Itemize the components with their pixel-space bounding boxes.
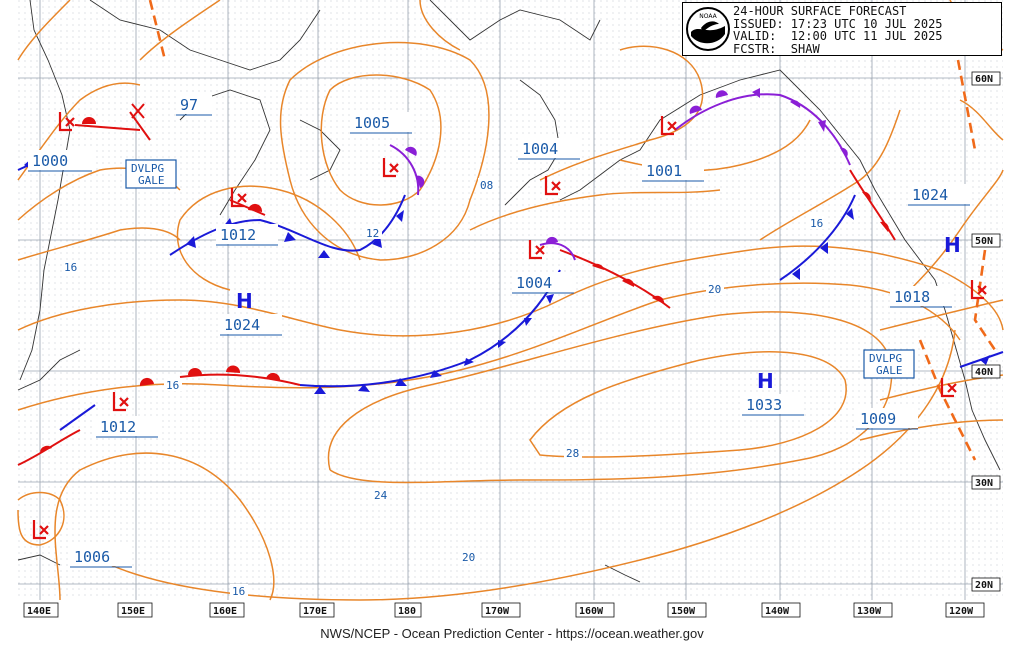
lon-label: 140W	[765, 606, 790, 617]
lat-label: 60N	[975, 74, 993, 85]
high-marker-icon: H	[944, 233, 961, 257]
occluded-fronts	[389, 93, 851, 261]
isobar-label: 08	[480, 179, 493, 192]
coastlines	[17, 0, 1001, 583]
header-issued: ISSUED: 17:23 UTC 10 JUL 2025	[733, 16, 943, 31]
lon-label: 140E	[27, 606, 51, 617]
occluded-front-symbols	[405, 88, 848, 244]
low-markers	[32, 112, 987, 540]
longitude-labels: 140E 150E 160E 170E 180 170W 160W 150W 1…	[23, 602, 985, 618]
svg-text:GALE: GALE	[876, 364, 903, 377]
svg-text:DVLPG: DVLPG	[131, 162, 164, 175]
low-marker-icon	[528, 240, 545, 260]
high-markers: H H H	[236, 233, 961, 393]
low-marker-icon	[230, 188, 247, 208]
pressure-value: 1001	[646, 162, 682, 180]
isobar-label: 16	[166, 379, 179, 392]
isobar-label: 12	[366, 227, 379, 240]
lat-label: 40N	[975, 367, 993, 378]
gale-warning-box: DVLPG GALE	[863, 349, 915, 379]
pressure-value: 1012	[100, 418, 136, 436]
low-marker-icon	[940, 378, 957, 398]
lon-label: 160E	[213, 606, 237, 617]
lon-label: 150E	[121, 606, 145, 617]
isobar-label: 16	[810, 217, 823, 230]
gale-warnings: DVLPG GALE DVLPG GALE	[125, 159, 915, 379]
noaa-logo-icon: NOAA	[686, 7, 730, 51]
low-marker-icon	[112, 392, 129, 412]
low-marker-icon	[660, 116, 677, 136]
pressure-value: 1004	[522, 140, 558, 158]
pressure-value: 1024	[912, 186, 948, 204]
svg-text:DVLPG: DVLPG	[869, 352, 902, 365]
pressure-value: 1024	[224, 316, 260, 334]
header-valid: VALID: 12:00 UTC 11 JUL 2025	[733, 29, 943, 43]
latitude-labels: 60N 50N 40N 30N 20N	[971, 71, 1001, 592]
lat-label: 50N	[975, 236, 993, 247]
lon-label: 170W	[485, 606, 510, 617]
pressure-value: 1005	[354, 114, 390, 132]
low-marker-icon	[32, 520, 49, 540]
isobar-label: 28	[566, 447, 579, 460]
low-marker-icon	[970, 280, 987, 300]
isobar-label: 20	[462, 551, 475, 564]
svg-text:GALE: GALE	[138, 174, 165, 187]
pressure-value: 1012	[220, 226, 256, 244]
isobar-label: 20	[708, 283, 721, 296]
low-marker-icon	[544, 176, 561, 196]
lon-label: 150W	[671, 606, 696, 617]
footer-credit: NWS/NCEP - Ocean Prediction Center - htt…	[320, 626, 704, 641]
isobar-label: 16	[232, 585, 245, 598]
header-forecaster: FCSTR: SHAW	[733, 41, 820, 56]
warm-front-bumps	[40, 117, 889, 452]
high-marker-icon: H	[236, 289, 253, 313]
forecast-header-box: NOAA 24-HOUR SURFACE FORECAST ISSUED: 17…	[682, 2, 1002, 56]
x-mark	[131, 103, 145, 119]
pressure-value: 1009	[860, 410, 896, 428]
low-marker-icon	[382, 158, 399, 178]
graticule	[18, 0, 1003, 600]
pressure-value: 1000	[32, 152, 68, 170]
pressure-value: 97	[180, 96, 198, 114]
svg-text:NOAA: NOAA	[699, 13, 717, 20]
lat-label: 20N	[975, 580, 993, 591]
lon-label: 180	[398, 606, 416, 617]
gale-warning-box: DVLPG GALE	[125, 159, 177, 189]
isobar-labels: 08 12 16 16 16 16 20 20 24 28	[62, 178, 826, 598]
troughs	[148, 0, 997, 461]
pressure-value: 1004	[516, 274, 552, 292]
lon-label: 160W	[579, 606, 604, 617]
forecast-header-text: 24-HOUR SURFACE FORECAST ISSUED: 17:23 U…	[733, 5, 943, 55]
lat-label: 30N	[975, 478, 993, 489]
lon-label: 120W	[949, 606, 974, 617]
pressure-value: 1018	[894, 288, 930, 306]
pressure-value: 1033	[746, 396, 782, 414]
isobar-label: 16	[64, 261, 77, 274]
header-title: 24-HOUR SURFACE FORECAST	[733, 4, 907, 18]
low-marker-icon	[58, 112, 75, 132]
high-marker-icon: H	[757, 369, 774, 393]
pressure-values: 1000 97 1012 1005 1004 1004 1001 1012 10…	[28, 94, 970, 568]
lon-label: 170E	[303, 606, 327, 617]
lon-label: 130W	[857, 606, 882, 617]
pressure-value: 1006	[74, 548, 110, 566]
isobar-label: 24	[374, 489, 388, 502]
